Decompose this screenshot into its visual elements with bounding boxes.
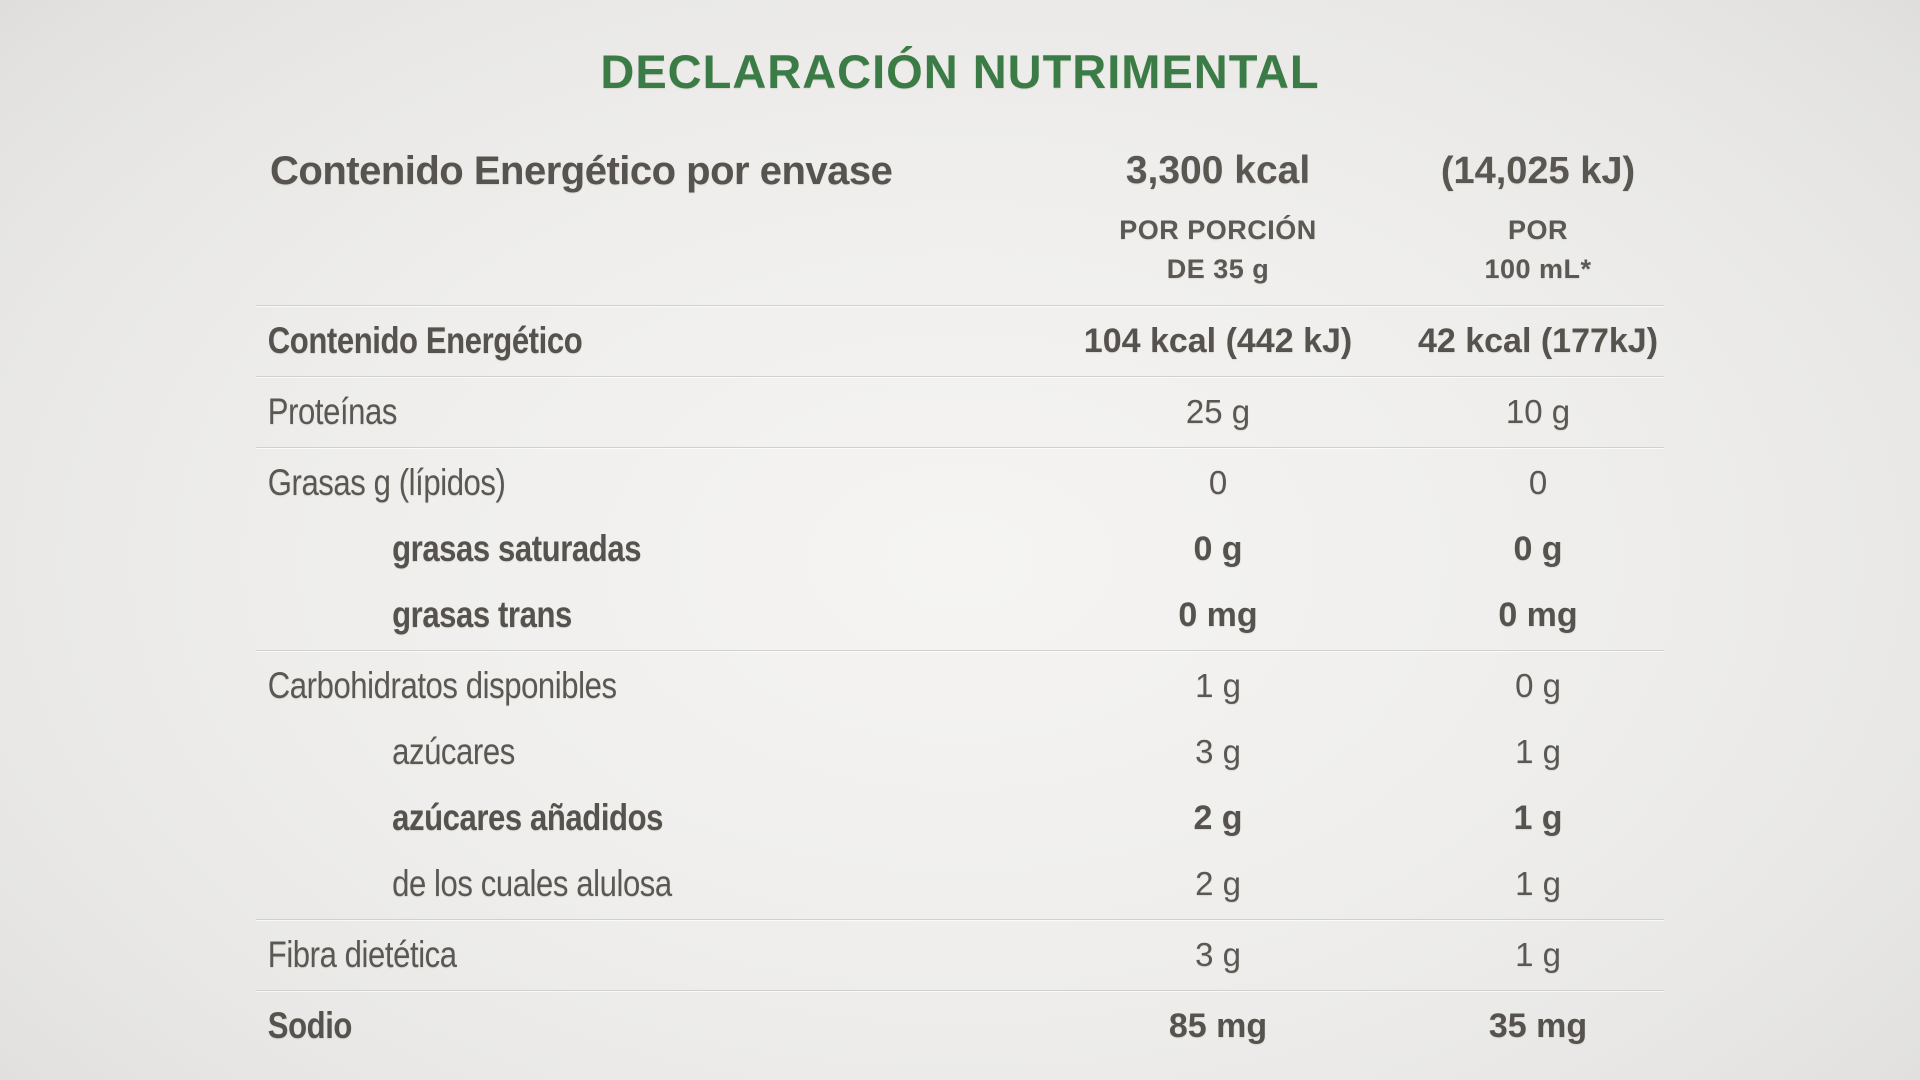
row-label: grasas saturadas (392, 528, 642, 570)
row-divider (256, 919, 1664, 921)
row-value-per-portion: 3 g (1195, 733, 1241, 771)
table-row: azúcares añadidos 2 g 1 g (256, 785, 1664, 851)
row-value-per-100ml: 1 g (1515, 865, 1561, 903)
row-value-per-100ml: 42 kcal (177kJ) (1417, 321, 1659, 360)
energy-per-package-kj: (14,025 kJ) (1440, 149, 1636, 192)
energy-per-package-label: Contenido Energético por envase (270, 148, 893, 193)
row-value-per-portion: 2 g (1193, 798, 1243, 837)
table-row: Grasas g (lípidos) 0 0 (256, 450, 1664, 516)
row-value-per-100ml: 0 mg (1498, 595, 1578, 634)
row-label: azúcares (392, 731, 515, 773)
row-label: Contenido Energético (267, 320, 583, 362)
row-divider (256, 650, 1664, 652)
row-value-per-portion: 85 mg (1168, 1006, 1268, 1045)
nutrient-rows: Contenido Energético 104 kcal (442 kJ) 42 … (256, 308, 1664, 1059)
page-title: DECLARACIÓN NUTRIMENTAL (600, 45, 1320, 98)
row-value-per-portion: 0 mg (1178, 595, 1258, 634)
column-header-per-portion: POR PORCIÓN DE 35 g (1024, 211, 1412, 289)
row-label: Fibra dietética (267, 934, 457, 976)
row-label: Grasas g (lípidos) (267, 462, 506, 504)
nutrition-table: Contenido Energético por envase 3,300 kc… (256, 139, 1664, 1059)
table-row: de los cuales alulosa 2 g 1 g (256, 851, 1664, 917)
row-value-per-portion: 3 g (1195, 936, 1241, 974)
table-row: grasas saturadas 0 g 0 g (256, 516, 1664, 582)
per-100ml-line1: POR (1507, 215, 1568, 245)
column-headers-row: POR PORCIÓN DE 35 g POR 100 mL* (256, 203, 1664, 303)
row-value-per-portion: 104 kcal (442 kJ) (1083, 321, 1353, 360)
energy-per-package-kcal: 3,300 kcal (1125, 149, 1311, 192)
per-100ml-line2: 100 mL* (1484, 254, 1592, 285)
row-value-per-100ml: 0 g (1513, 529, 1563, 568)
row-label: azúcares añadidos (392, 797, 664, 839)
row-value-per-portion: 1 g (1195, 667, 1241, 705)
row-divider (256, 990, 1664, 992)
row-label: Carbohidratos disponibles (267, 665, 617, 707)
per-portion-line1: POR PORCIÓN (1119, 215, 1317, 245)
row-label: de los cuales alulosa (392, 863, 672, 905)
row-value-per-portion: 25 g (1185, 393, 1251, 431)
row-value-per-100ml: 1 g (1515, 733, 1561, 771)
row-value-per-100ml: 10 g (1505, 393, 1571, 431)
table-row: azúcares 3 g 1 g (256, 719, 1664, 785)
row-value-per-100ml: 0 (1528, 464, 1548, 502)
column-header-per-100ml: POR 100 mL* (1412, 211, 1664, 289)
per-portion-line2: DE 35 g (1166, 254, 1270, 285)
table-row: Sodio 85 mg 35 mg (256, 993, 1664, 1059)
table-row: Proteínas 25 g 10 g (256, 379, 1664, 445)
row-label: Sodio (267, 1005, 353, 1047)
row-value-per-portion: 0 (1208, 464, 1228, 502)
table-row: Carbohidratos disponibles 1 g 0 g (256, 653, 1664, 719)
table-row: grasas trans 0 mg 0 mg (256, 582, 1664, 648)
row-value-per-100ml: 0 g (1515, 667, 1561, 705)
row-value-per-portion: 0 g (1193, 529, 1243, 568)
row-divider (256, 376, 1664, 378)
row-value-per-portion: 2 g (1195, 865, 1241, 903)
table-row: Fibra dietética 3 g 1 g (256, 922, 1664, 988)
section-divider (256, 305, 1664, 307)
row-value-per-100ml: 35 mg (1488, 1006, 1588, 1045)
row-divider (256, 447, 1664, 449)
row-label: grasas trans (392, 594, 572, 636)
row-value-per-100ml: 1 g (1515, 936, 1561, 974)
energy-per-package-row: Contenido Energético por envase 3,300 kc… (256, 139, 1664, 203)
table-row: Contenido Energético 104 kcal (442 kJ) 42 … (256, 308, 1664, 374)
row-value-per-100ml: 1 g (1513, 798, 1563, 837)
row-label: Proteínas (267, 391, 398, 433)
